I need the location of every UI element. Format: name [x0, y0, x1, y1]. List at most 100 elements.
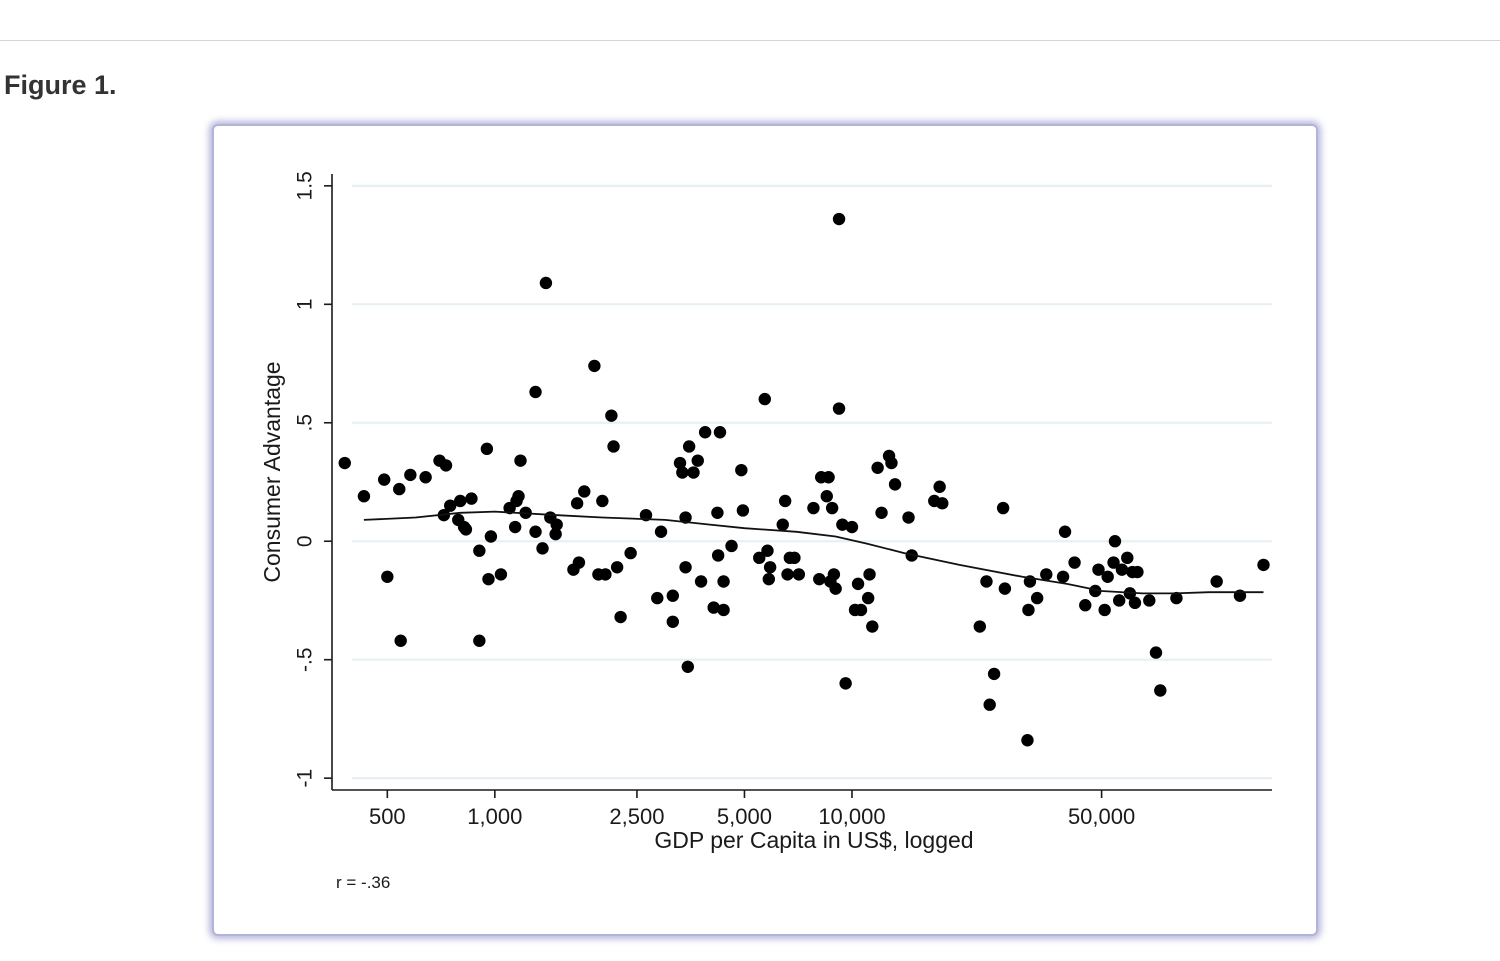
data-point — [996, 501, 1010, 515]
data-point — [654, 525, 668, 538]
top-divider — [0, 40, 1500, 41]
data-point — [1112, 594, 1126, 607]
y-axis-label: Consumer Advantage — [259, 361, 285, 582]
data-point — [473, 634, 486, 647]
scatter-chart: -1 -.5 0 .5 1 1.5 500 1,000 2,500 5,000 10,000 50,… — [259, 171, 1272, 892]
data-point — [679, 561, 692, 574]
data-point — [1115, 563, 1129, 576]
data-point — [338, 456, 351, 470]
smoother-line — [363, 510, 1264, 595]
data-point — [588, 359, 601, 373]
data-point — [607, 440, 620, 453]
data-point — [839, 677, 852, 690]
data-point — [1121, 551, 1134, 565]
y-tick-label: 0 — [294, 535, 317, 547]
data-point — [1021, 734, 1034, 747]
data-point — [832, 402, 846, 415]
data-points — [338, 212, 1270, 747]
data-point — [687, 466, 700, 479]
data-point — [570, 497, 584, 510]
data-point — [717, 575, 730, 588]
data-point — [807, 501, 820, 515]
data-point — [508, 520, 522, 534]
data-point — [1143, 594, 1156, 607]
data-point — [973, 620, 987, 633]
y-tick-label: -.5 — [294, 647, 317, 672]
data-point — [1030, 591, 1044, 605]
data-point — [691, 454, 704, 467]
data-point — [681, 660, 695, 673]
data-point — [827, 568, 841, 581]
data-point — [550, 518, 563, 531]
x-tick-label: 50,000 — [1068, 804, 1135, 829]
data-point — [1058, 525, 1072, 538]
x-tick-label: 10,000 — [818, 804, 885, 829]
data-point — [1098, 603, 1111, 617]
data-point — [694, 575, 708, 588]
data-point — [1101, 570, 1114, 583]
data-point — [822, 471, 835, 484]
data-point — [676, 466, 689, 479]
data-point — [998, 582, 1012, 595]
data-point — [788, 551, 801, 565]
data-point — [459, 523, 473, 536]
y-tick-label: 1.5 — [294, 171, 317, 200]
data-point — [845, 520, 859, 534]
data-point — [713, 426, 727, 439]
data-point — [717, 603, 730, 617]
figure-frame: -1 -.5 0 .5 1 1.5 500 1,000 2,500 5,000 10,000 50,… — [212, 124, 1318, 936]
data-point — [820, 490, 833, 503]
figure-title: Figure 1. — [4, 70, 117, 100]
data-point — [393, 482, 406, 496]
data-point — [549, 527, 562, 541]
data-point — [439, 459, 453, 472]
gridlines — [352, 184, 1272, 780]
data-point — [832, 212, 846, 226]
data-point — [936, 497, 949, 510]
x-tick-label: 2,500 — [609, 804, 664, 829]
x-axis-label: GDP per Capita in US$, logged — [654, 827, 973, 853]
data-point — [473, 544, 486, 557]
data-point — [711, 549, 725, 562]
data-point — [980, 575, 993, 588]
data-point — [1107, 556, 1120, 569]
correlation-annotation: r = -.36 — [336, 873, 390, 892]
data-point — [536, 542, 549, 555]
data-point — [624, 546, 637, 560]
data-point — [596, 494, 609, 508]
data-point — [673, 456, 687, 470]
data-point — [1089, 584, 1102, 598]
data-point — [454, 494, 467, 508]
data-point — [572, 556, 586, 569]
axes — [331, 174, 1272, 791]
data-point — [444, 499, 457, 512]
data-point — [987, 667, 1001, 681]
data-point — [1068, 556, 1081, 569]
data-point — [419, 471, 432, 484]
data-point — [578, 485, 591, 498]
y-tick-label: .5 — [294, 414, 317, 432]
data-point — [494, 568, 508, 581]
data-point — [778, 494, 792, 508]
data-point — [512, 490, 525, 503]
data-point — [1092, 563, 1105, 576]
data-point — [758, 392, 771, 406]
data-point — [711, 506, 724, 519]
data-point — [762, 572, 776, 586]
data-point — [484, 530, 498, 543]
data-point — [983, 698, 996, 711]
x-tick-label: 1,000 — [467, 804, 522, 829]
data-point — [599, 568, 612, 581]
y-tick-label: 1 — [294, 298, 317, 310]
data-point — [1040, 568, 1053, 581]
data-point — [707, 601, 720, 614]
data-point — [605, 409, 618, 422]
data-point — [610, 561, 624, 574]
data-point — [861, 591, 875, 605]
data-point — [885, 456, 898, 470]
y-tick-label: -1 — [294, 769, 317, 788]
data-point — [666, 589, 679, 602]
data-point — [614, 610, 627, 624]
data-point — [761, 544, 774, 557]
data-point — [888, 478, 902, 491]
